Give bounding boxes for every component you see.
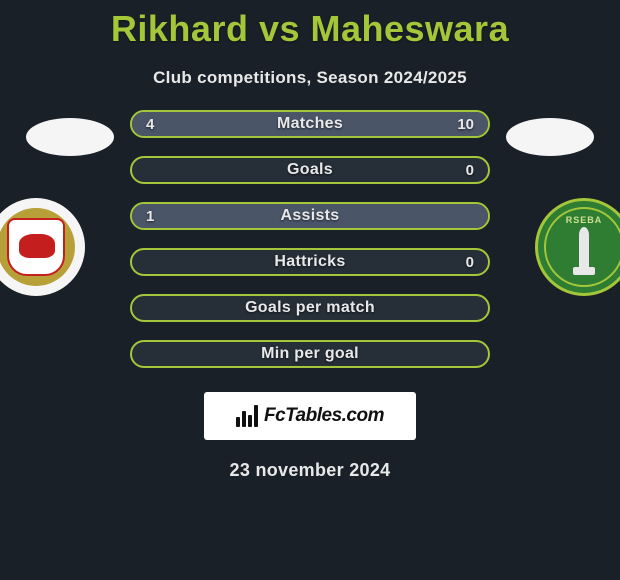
stat-label: Assists (280, 207, 339, 225)
player-right-avatar (506, 118, 594, 156)
club-badge-right: RSEBA (535, 198, 620, 296)
stat-value-right: 0 (466, 254, 474, 271)
club-badge-left-shield (7, 218, 65, 276)
stat-value-left: 1 (146, 208, 154, 225)
stat-bar-min-per-goal: Min per goal (130, 340, 490, 368)
subtitle: Club competitions, Season 2024/2025 (0, 68, 620, 88)
stat-bar-assists: 1 Assists (130, 202, 490, 230)
page-title: Rikhard vs Maheswara (0, 0, 620, 50)
club-badge-right-inner: RSEBA (544, 207, 620, 287)
watermark-text: FcTables.com (264, 405, 384, 427)
stat-value-left: 4 (146, 116, 154, 133)
stat-bar-goals: Goals 0 (130, 156, 490, 184)
stats-column: 4Matches10Goals01AssistsHattricks0Goals … (130, 110, 490, 368)
club-badge-right-text: RSEBA (566, 215, 603, 225)
player-right-column: RSEBA (490, 118, 610, 296)
player-left-avatar (26, 118, 114, 156)
watermark: FcTables.com (204, 392, 416, 440)
player-left-column (10, 118, 130, 296)
date-text: 23 november 2024 (0, 460, 620, 481)
stat-label: Min per goal (261, 345, 359, 363)
club-badge-right-monument (579, 227, 589, 267)
stat-fill-right (232, 112, 488, 136)
club-badge-left-inner (0, 208, 75, 286)
stat-label: Matches (277, 115, 343, 133)
bar-chart-icon (236, 405, 258, 427)
stat-bar-goals-per-match: Goals per match (130, 294, 490, 322)
stat-value-right: 0 (466, 162, 474, 179)
club-badge-left (0, 198, 85, 296)
comparison-content: 4Matches10Goals01AssistsHattricks0Goals … (0, 118, 620, 368)
stat-value-right: 10 (457, 116, 474, 133)
stat-label: Goals per match (245, 299, 375, 317)
stat-label: Hattricks (274, 253, 345, 271)
stat-bar-matches: 4 Matches 10 (130, 110, 490, 138)
stat-label: Goals (287, 161, 333, 179)
stat-bar-hattricks: Hattricks 0 (130, 248, 490, 276)
